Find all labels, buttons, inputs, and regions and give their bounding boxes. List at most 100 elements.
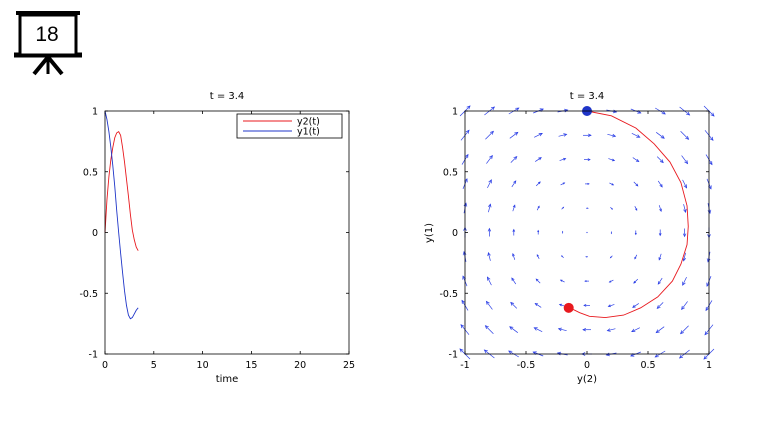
vector-arrow (632, 157, 640, 163)
vector-arrow (510, 156, 518, 163)
left-x-tick-label: 10 (197, 360, 209, 371)
vector-arrow (655, 326, 665, 334)
vector-arrow (560, 182, 566, 186)
vector-arrow (511, 277, 517, 285)
left-x-tick-label: 25 (343, 360, 355, 371)
right-y-tick-label: -1 (449, 350, 458, 361)
vector-arrow (658, 229, 662, 237)
vector-arrow (656, 302, 664, 309)
current-point-marker (563, 302, 574, 313)
vector-arrow (656, 156, 664, 164)
vector-arrow (561, 206, 565, 210)
right-x-tick-label: 1 (706, 360, 712, 371)
vector-arrow (631, 132, 641, 138)
vector-arrow (607, 133, 617, 138)
vector-arrow (683, 204, 687, 213)
vector-arrow (680, 325, 689, 335)
vector-arrow (681, 301, 688, 311)
vector-arrow (509, 326, 519, 333)
vector-arrow (484, 325, 494, 334)
vector-arrow (606, 328, 616, 332)
right-y-tick-label: 1 (452, 107, 458, 118)
vector-arrow (485, 130, 494, 140)
left-y-tick-label: -1 (89, 350, 98, 361)
left-plot-frame (104, 110, 350, 355)
vector-arrow (655, 132, 665, 139)
vector-arrow (512, 204, 516, 212)
vector-arrow (583, 304, 590, 307)
left-x-axis-label: time (216, 374, 239, 385)
left-x-tick-label: 0 (102, 360, 108, 371)
vector-arrow (682, 252, 686, 262)
vector-arrow (658, 205, 662, 212)
vector-arrow (536, 254, 540, 259)
vector-arrow (634, 206, 638, 211)
vector-arrow (535, 157, 542, 162)
right-trajectory-line (568, 110, 689, 319)
vector-arrow (488, 203, 492, 213)
vector-arrow (610, 206, 613, 210)
vector-arrow (509, 131, 519, 139)
vector-arrow (586, 231, 588, 234)
right-plot-frame (464, 110, 710, 355)
vector-arrow (657, 180, 663, 188)
vector-arrow (561, 230, 564, 234)
vector-arrow (633, 278, 639, 284)
vector-arrow (536, 205, 540, 211)
vector-arrow (487, 179, 492, 189)
right-y-tick-label: 0 (452, 228, 458, 239)
right-y-tick-label: -0.5 (439, 289, 458, 300)
legend-label: y2(t) (297, 117, 320, 128)
right-x-tick-label: -0.5 (517, 360, 536, 371)
vector-arrow (585, 256, 588, 258)
vector-arrow (681, 155, 689, 165)
vector-arrow (487, 227, 492, 237)
right-x-tick-label: -1 (460, 360, 469, 371)
legend: y2(t)y1(t) (236, 113, 343, 139)
left-y-tick-label: 0.5 (83, 167, 98, 178)
vector-arrow (485, 300, 493, 310)
left-y-tick-label: 0 (92, 228, 98, 239)
vector-arrow (633, 181, 639, 187)
right-y-axis-label: y(1) (424, 223, 435, 243)
vector-field (459, 105, 715, 360)
vector-arrow (533, 327, 543, 333)
phase-portrait-plot: t = 3.4 y(2) y(1) -1 -0.5 0 0.5 1 1 0.5 0 -0.5 -1 (424, 91, 715, 385)
vector-arrow (559, 157, 567, 161)
left-x-tick-label: 15 (245, 360, 257, 371)
vector-arrow (657, 277, 663, 285)
vector-arrow (607, 304, 615, 308)
right-x-tick-label: 0.5 (640, 360, 655, 371)
legend-label: y1(t) (297, 127, 320, 138)
vector-arrow (680, 131, 690, 140)
vector-arrow (658, 253, 662, 261)
vector-arrow (583, 133, 592, 138)
left-y-tick-label: -0.5 (79, 289, 98, 300)
vector-arrow (584, 280, 589, 283)
vector-arrow (534, 132, 543, 138)
series-y1t (104, 110, 139, 320)
vector-arrow (487, 276, 492, 286)
left-chart-title: t = 3.4 (210, 91, 245, 102)
slide-number-icon (14, 11, 82, 76)
vector-arrow (511, 180, 517, 188)
vector-arrow (608, 279, 614, 283)
vector-arrow (512, 253, 516, 260)
left-x-tick-label: 20 (294, 360, 306, 371)
vector-arrow (682, 228, 687, 238)
vector-arrow (534, 302, 542, 308)
vector-arrow (609, 182, 615, 186)
vector-arrow (582, 327, 591, 332)
vector-arrow (559, 279, 565, 283)
left-y-tick-label: 1 (92, 107, 98, 118)
vector-arrow (682, 179, 687, 189)
right-x-tick-label: 0 (584, 360, 590, 371)
vector-arrow (486, 154, 493, 164)
vector-arrow (634, 254, 638, 260)
vector-arrow (512, 228, 516, 236)
vector-arrow (609, 255, 613, 259)
vector-arrow (586, 207, 589, 209)
vector-arrow (561, 255, 564, 259)
vector-arrow (535, 181, 541, 187)
vector-arrow (535, 278, 541, 284)
